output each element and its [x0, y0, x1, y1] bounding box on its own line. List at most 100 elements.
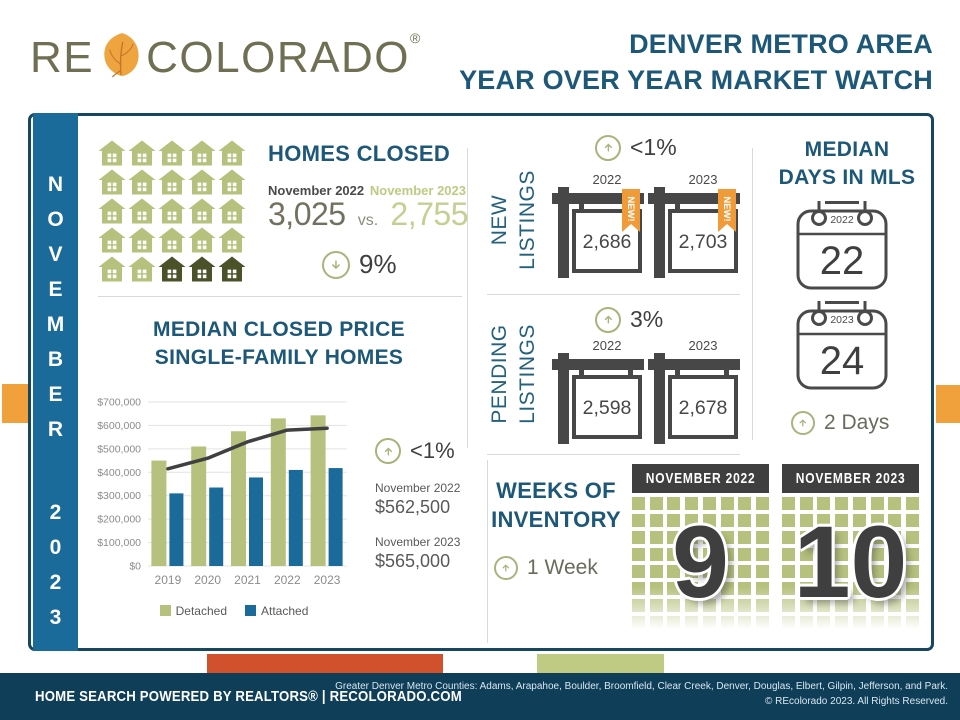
median-price-title: MEDIAN CLOSED PRICE SINGLE-FAMILY HOMES [103, 316, 455, 372]
inventory-square [888, 514, 902, 527]
legend-swatch-attached [245, 605, 256, 616]
inventory-square [649, 548, 663, 561]
sidebar-letter: E [48, 383, 63, 406]
right-orange-tab [936, 385, 960, 423]
svg-text:$600,000: $600,000 [97, 420, 141, 432]
inventory-square [799, 497, 813, 510]
sidebar-letter: M [46, 313, 65, 336]
sign-year-label: 2022 [592, 172, 622, 187]
footer-counties-line: Greater Denver Metro Counties: Adams, Ar… [335, 681, 948, 692]
footer-left-text: HOME SEARCH POWERED BY REALTORS® | RECOL… [35, 688, 462, 705]
legend-item-attached: Attached [245, 604, 308, 618]
median-price-change-value: <1% [410, 438, 455, 463]
inventory-square [782, 531, 795, 544]
inventory-square [667, 514, 681, 527]
inventory-square [817, 548, 831, 561]
svg-text:2023: 2023 [314, 573, 341, 587]
inventory-square [649, 531, 663, 544]
homes-closed-change: 9% [322, 249, 397, 280]
divider [487, 460, 488, 643]
house-icon [188, 169, 216, 195]
median-days-change-value: 2 Days [824, 411, 890, 434]
sidebar-letter: B [47, 348, 64, 371]
inventory-square [702, 497, 716, 510]
svg-text:$400,000: $400,000 [97, 467, 141, 479]
inventory-square [685, 531, 699, 544]
svg-text:2020: 2020 [194, 573, 221, 587]
house-icon [218, 198, 246, 224]
inventory-square [738, 565, 752, 578]
new-listings-sign-2023: 2023 NEW! 2,703 [648, 172, 740, 284]
houses-grid [98, 140, 246, 282]
divider [487, 454, 740, 455]
homes-closed-value-2023: 2,755 [390, 196, 468, 232]
house-icon [158, 140, 186, 166]
svg-text:$500,000: $500,000 [97, 443, 141, 455]
inventory-square [905, 565, 919, 578]
weeks-inventory-title: WEEKS OF INVENTORY [480, 476, 632, 534]
house-icon [218, 227, 246, 253]
homes-closed-labels: November 2022 November 2023 [268, 183, 466, 198]
inventory-square [720, 565, 734, 578]
svg-text:2022: 2022 [274, 573, 301, 587]
recolorado-logo: RE COLORADO ® [30, 14, 420, 102]
inventory-square [738, 548, 752, 561]
inventory-square [782, 497, 795, 510]
footer-copyright-line: © REcolorado 2023. All Rights Reserved. [764, 695, 948, 707]
down-arrow-icon [322, 250, 350, 279]
house-icon [98, 227, 126, 253]
inventory-square [870, 497, 884, 510]
median-days-value-2023: 24 [820, 339, 865, 383]
weeks-grid-fade [782, 586, 919, 634]
new-listings-value-2023: 2,703 [679, 231, 728, 253]
weeks-inventory-title-line2: INVENTORY [491, 507, 621, 532]
divider [752, 148, 753, 440]
inventory-square [835, 497, 849, 510]
inventory-square [738, 497, 752, 510]
inventory-square [852, 514, 866, 527]
divider [467, 148, 468, 448]
house-icon [128, 169, 156, 195]
weeks-inventory-title-line1: WEEKS OF [496, 478, 616, 503]
median-price-change: <1% [375, 438, 475, 464]
inventory-square [905, 531, 919, 544]
up-arrow-icon [595, 134, 621, 161]
house-icon [128, 227, 156, 253]
house-icon [218, 140, 246, 166]
new-ribbon-text: NEW! [721, 196, 732, 221]
new-listings-label-line1: NEW [488, 194, 511, 246]
house-icon [98, 198, 126, 224]
median-price-label-2023: November 2023 [375, 535, 461, 549]
homes-closed-label-2023: November 2023 [369, 183, 466, 198]
inventory-square [702, 565, 716, 578]
median-days-change: 2 Days [791, 411, 889, 435]
homes-closed-value-2022: 3,025 [268, 196, 346, 232]
median-days-title: MEDIAN DAYS IN MLS [762, 136, 932, 192]
median-days-title-line1: MEDIAN [804, 138, 890, 161]
yard-sign-icon: NEW! 2,686 [552, 187, 644, 278]
inventory-square [667, 531, 681, 544]
pending-listings-label-line2: LISTINGS [516, 324, 539, 424]
new-listings-sign-2022: 2022 NEW! 2,686 [552, 172, 644, 284]
inventory-square [817, 531, 831, 544]
inventory-square [870, 514, 884, 527]
inventory-square [905, 514, 919, 527]
inventory-square [738, 514, 752, 527]
inventory-square [888, 531, 902, 544]
legend-item-detached: Detached [159, 604, 227, 618]
new-listings-change-value: <1% [630, 134, 677, 160]
median-price-label-2022: November 2022 [375, 481, 461, 495]
inventory-square [870, 548, 884, 561]
weeks-header-label: NOVEMBER 2022 [645, 470, 756, 487]
inventory-square [702, 548, 716, 561]
logo-colorado-text: COLORADO [146, 33, 410, 82]
footer-bar: HOME SEARCH POWERED BY REALTORS® | RECOL… [0, 673, 960, 720]
house-icon [218, 169, 246, 195]
inventory-square [870, 565, 884, 578]
page-title-line2: YEAR OVER YEAR MARKET WATCH [459, 65, 933, 95]
house-icon [158, 198, 186, 224]
inventory-square [738, 531, 752, 544]
inventory-square [888, 548, 902, 561]
median-price-value-2023: $565,000 [375, 551, 451, 571]
